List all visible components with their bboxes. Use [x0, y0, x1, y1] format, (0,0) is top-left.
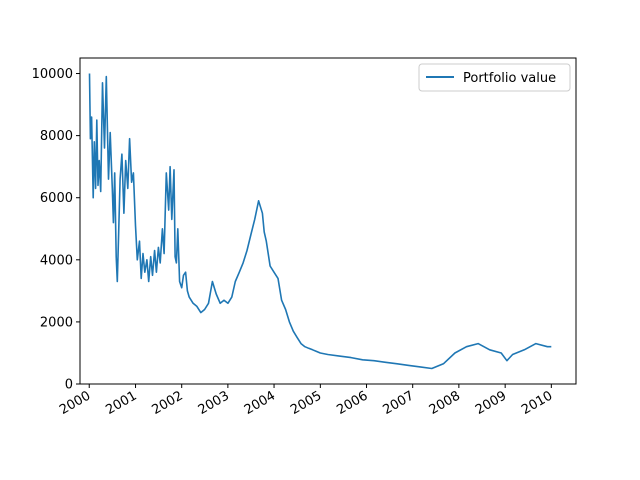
x-tick-label-10: 2010	[519, 388, 555, 418]
y-axis: 0 2000 4000 6000 8000 10000	[32, 67, 80, 393]
legend: Portfolio value	[418, 63, 571, 92]
y-tick-label-5: 10000	[32, 67, 73, 82]
legend-label-portfolio-value: Portfolio value	[463, 71, 556, 86]
y-tick-label-2: 4000	[40, 253, 73, 268]
y-tick-label-3: 6000	[40, 191, 73, 206]
y-tick-label-0: 0	[65, 378, 73, 393]
x-tick-label-2: 2002	[150, 388, 186, 418]
x-tick-label-8: 2008	[427, 388, 463, 418]
x-axis: 2000 2001 2002 2003 2004 2005 2006 2007 2008 2009…	[57, 384, 555, 418]
x-tick-label-6: 2006	[334, 388, 370, 418]
legend-box	[418, 63, 571, 92]
y-tick-label-4: 8000	[40, 129, 73, 144]
x-tick-label-4: 2004	[242, 388, 278, 418]
y-tick-label-1: 2000	[40, 315, 73, 330]
axes-frame	[79, 57, 577, 385]
x-tick-label-5: 2005	[288, 388, 324, 418]
x-tick-label-9: 2009	[473, 388, 509, 418]
x-tick-label-7: 2007	[381, 388, 417, 418]
x-tick-label-3: 2003	[196, 388, 232, 418]
x-tick-label-0: 2000	[57, 388, 93, 418]
series-line-0	[88, 73, 552, 370]
x-tick-label-1: 2001	[103, 388, 139, 418]
plot-area	[88, 73, 552, 370]
